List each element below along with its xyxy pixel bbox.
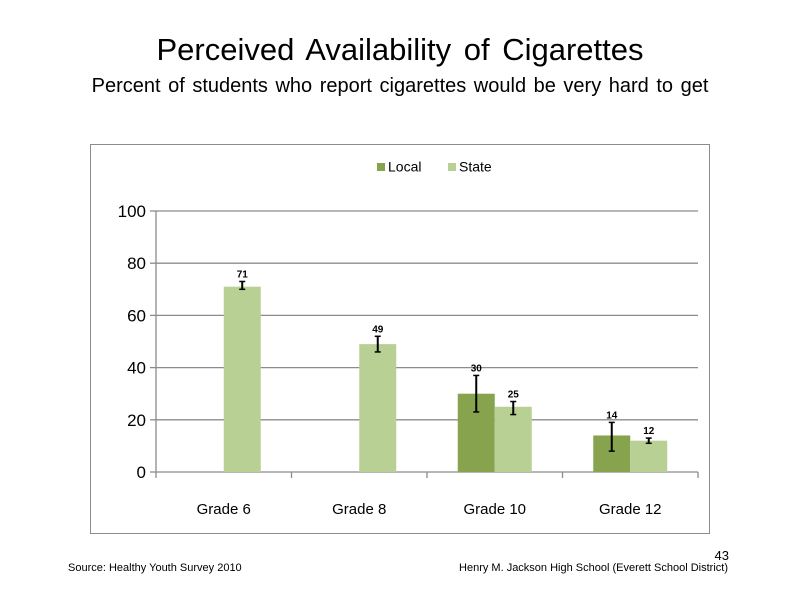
y-tick-label: 20 xyxy=(127,411,146,430)
data-label: 12 xyxy=(643,426,655,437)
legend-label: Local xyxy=(388,159,421,175)
data-label: 71 xyxy=(237,269,249,280)
bar-chart: 0 20 40 60 80 100 Grade 6 71 Grade 8 49 Grade 10 30… xyxy=(118,159,699,518)
footer-source: Source: Healthy Youth Survey 2010 xyxy=(68,562,242,574)
chart-frame: 0 20 40 60 80 100 Grade 6 71 Grade 8 49 Grade 10 30… xyxy=(90,144,710,534)
bar-state xyxy=(359,344,397,472)
data-label: 49 xyxy=(372,324,384,335)
x-tick-label: Grade 12 xyxy=(599,501,662,518)
data-label: 25 xyxy=(508,390,520,401)
y-tick-label: 60 xyxy=(127,306,146,325)
y-tick-label: 100 xyxy=(118,202,146,221)
y-tick-label: 40 xyxy=(127,359,146,378)
page-number: 43 xyxy=(714,548,729,563)
slide-title: Perceived Availability of Cigarettes xyxy=(156,32,644,67)
legend-swatch-state xyxy=(448,163,456,171)
y-tick-label: 0 xyxy=(137,463,146,482)
bar-state xyxy=(630,440,668,472)
data-label: 30 xyxy=(471,363,483,374)
data-label: 14 xyxy=(606,410,618,421)
x-tick-label: Grade 10 xyxy=(463,501,526,518)
legend-swatch-local xyxy=(377,163,385,171)
slide-subtitle: Percent of students who report cigarette… xyxy=(91,75,709,97)
bar-state xyxy=(223,286,261,472)
legend-label: State xyxy=(459,159,492,175)
bar-state xyxy=(494,406,532,472)
y-tick-label: 80 xyxy=(127,254,146,273)
x-tick-label: Grade 8 xyxy=(332,501,386,518)
footer-school: Henry M. Jackson High School (Everett Sc… xyxy=(459,562,728,574)
x-tick-label: Grade 6 xyxy=(197,501,251,518)
